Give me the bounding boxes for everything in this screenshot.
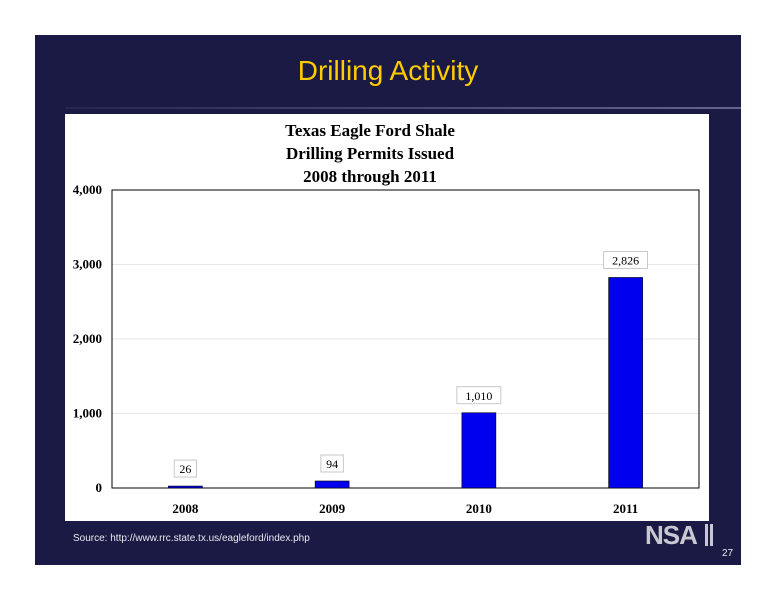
x-tick-label: 2008: [172, 501, 199, 516]
data-label-box: [320, 454, 344, 473]
nsai-logo: NSA: [645, 520, 713, 550]
y-tick-label: 2,000: [73, 331, 102, 346]
bar-2009: [314, 480, 350, 489]
svg-text:NSA: NSA: [645, 520, 698, 550]
chart-title-line: Drilling Permits Issued: [286, 144, 455, 163]
y-tick-label: 0: [96, 480, 103, 495]
chart-title-line: 2008 through 2011: [303, 167, 437, 186]
data-label: 26: [179, 462, 191, 476]
bar-2008: [168, 485, 203, 489]
slide-title: Drilling Activity: [297, 55, 479, 86]
bar-2011: [608, 277, 643, 489]
page-number: 27: [722, 548, 734, 559]
chart-panel: Texas Eagle Ford Shale Drilling Permits I…: [65, 114, 709, 521]
y-tick-label: 4,000: [73, 182, 102, 197]
data-label: 2,826: [612, 253, 639, 267]
bar-2010: [461, 412, 497, 489]
chart-title-line: Texas Eagle Ford Shale: [285, 121, 455, 140]
data-label-box: [456, 386, 502, 405]
data-label: 1,010: [465, 389, 492, 403]
data-label: 94: [326, 457, 338, 471]
x-tick-label: 2009: [319, 501, 346, 516]
data-label-box: [603, 251, 649, 269]
source-text: Source: http://www.rrc.state.tx.us/eagle…: [73, 533, 310, 544]
y-tick-label: 1,000: [73, 406, 102, 421]
bar-chart: Texas Eagle Ford Shale Drilling Permits I…: [73, 121, 700, 516]
x-tick-label: 2010: [466, 501, 492, 516]
plot-frame: [111, 189, 700, 489]
data-label-box: [173, 459, 197, 478]
y-tick-label: 3,000: [73, 257, 102, 272]
x-tick-label: 2011: [613, 501, 638, 516]
title-divider: [65, 107, 741, 109]
